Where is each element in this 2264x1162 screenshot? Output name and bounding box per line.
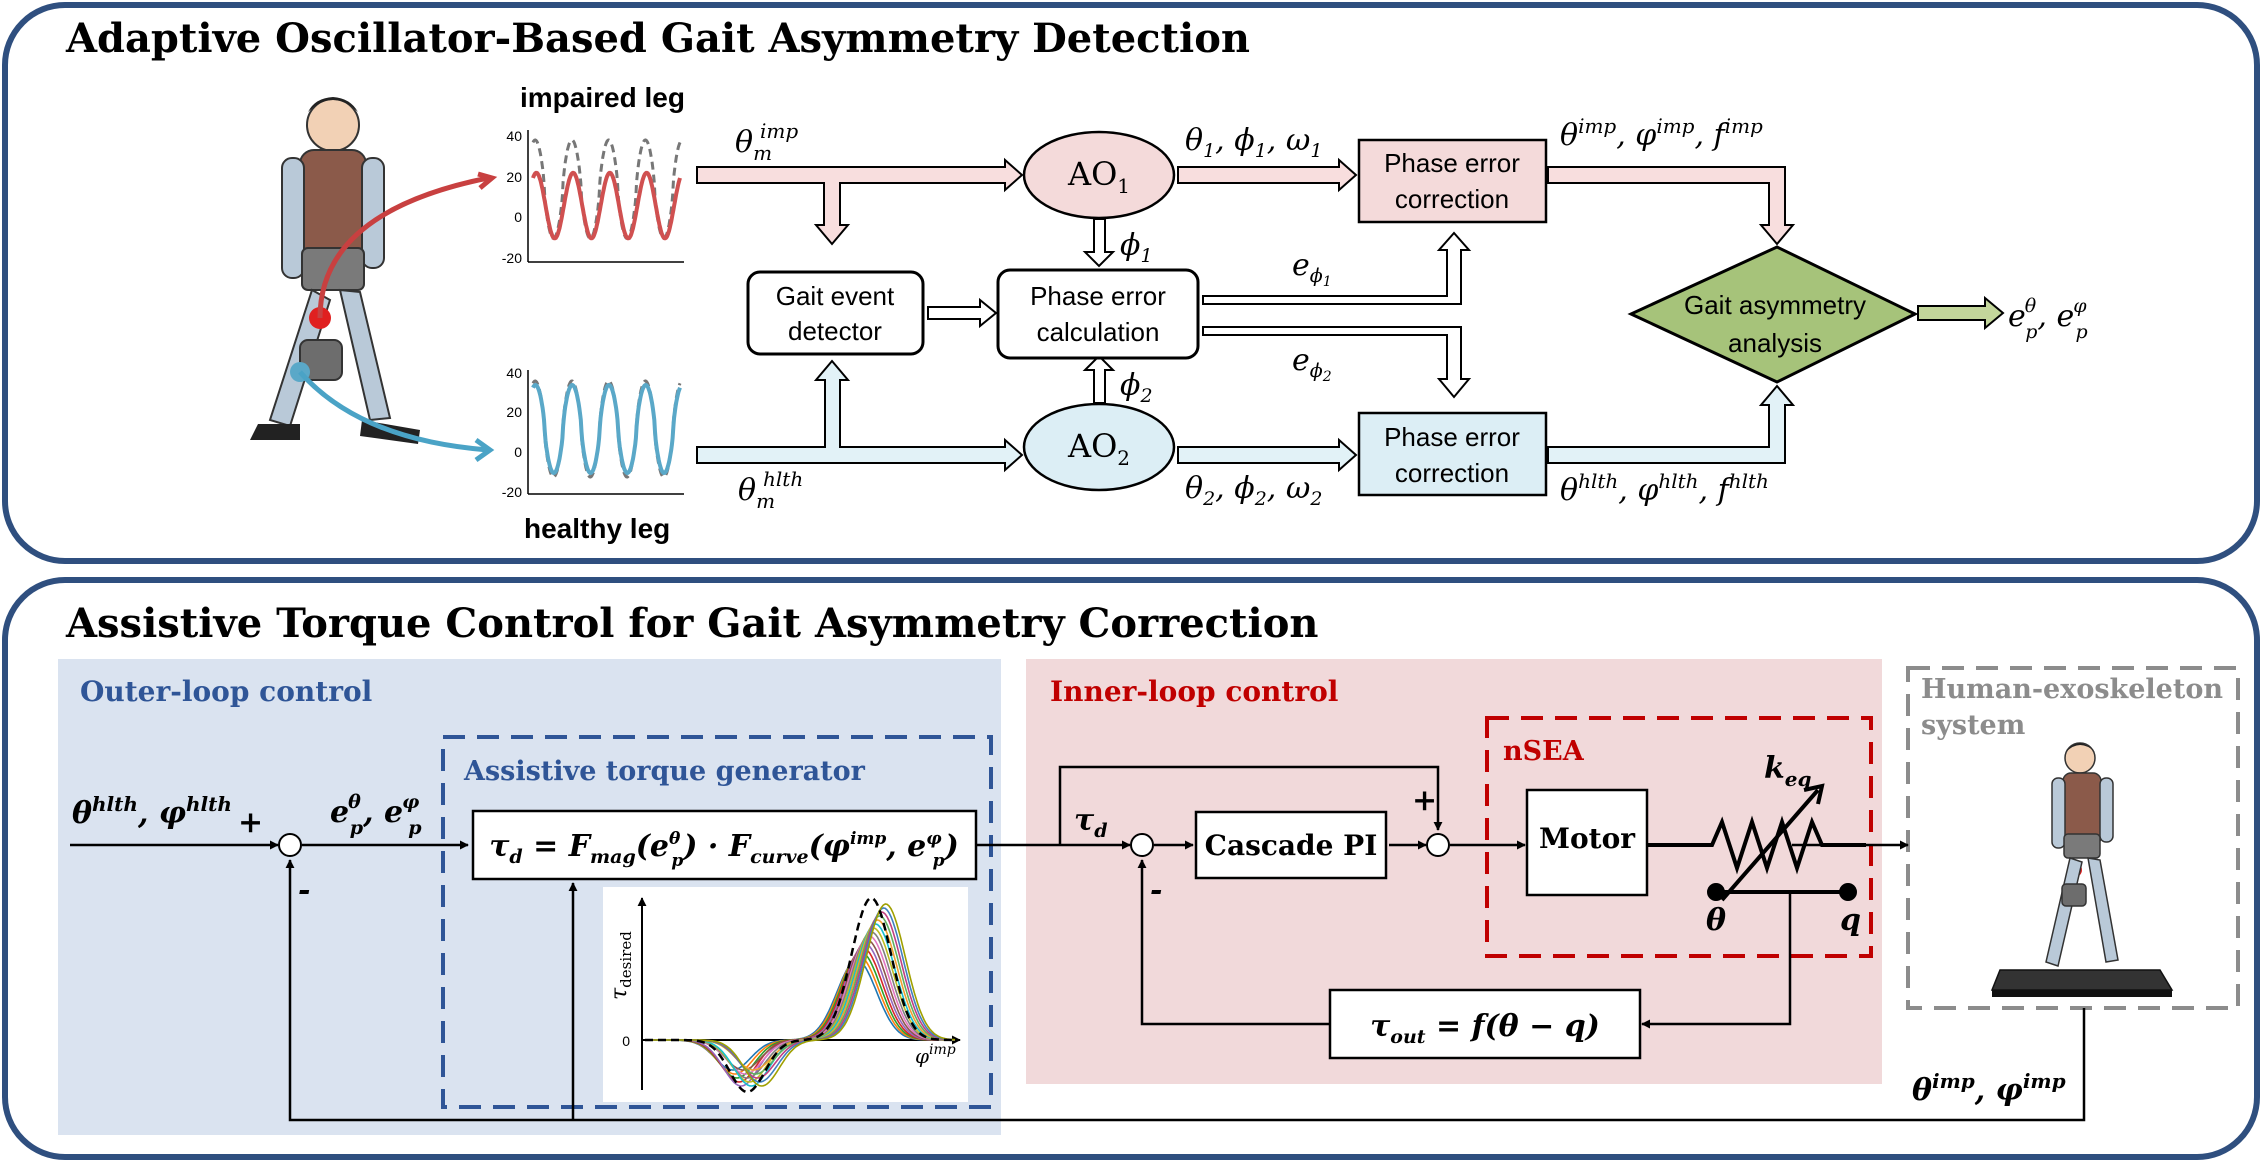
ao1-oscillator [1022,130,1176,220]
outer-loop-label: Outer-loop control [80,675,372,708]
asym-line1: Gait asymmetry [1684,290,1866,320]
outer-sum-junction [278,833,302,857]
gait-asymmetry-analysis-block [1627,245,1919,384]
phase-error-calc-line1: Phase error [1030,281,1166,311]
hlth-tick-40: 40 [506,365,522,381]
torque-plot-zero: 0 [622,1033,630,1049]
feedback-label: θimp, φimp [1912,1069,2066,1108]
healthy-leg-plot: 40 20 0 -20 [502,365,684,500]
q-node-label: q [1840,903,1861,938]
input-theta-hlth-label: θmhlth [738,467,803,513]
outer-plus-sign: + [238,805,263,840]
hlth-tick-minus20: -20 [502,484,522,500]
gait-event-detector-block [746,270,925,356]
torque-curve [645,903,956,1087]
inner-minus-sign: - [1150,873,1162,908]
variable-spring [1647,783,1866,902]
spring-torque-block [1328,988,1642,1060]
nsea-label: nSEA [1503,736,1585,767]
phase-corr-top-line1: Phase error [1384,148,1520,178]
signal-lines [70,765,2086,1122]
feedforward-sum-junction [1426,833,1450,857]
imp-tick-0: 0 [514,209,522,225]
feedforward-plus-sign: + [1412,783,1437,818]
top-panel: Adaptive Oscillator-Based Gait Asymmetry… [2,2,2260,564]
assistive-torque-generator-label: Assistive torque generator [463,756,866,787]
human-exoskeleton-region [1906,666,2240,1010]
hlth-tick-0: 0 [514,444,522,460]
phase-error-calculation-block [996,268,1200,360]
healthy-leg-label: healthy leg [524,513,670,544]
treadmill-walker-illustration [1990,742,2174,997]
phase-corr-bottom-line1: Phase error [1384,422,1520,452]
motor-label: Motor [1539,822,1636,855]
healthy-measured-curve [531,382,682,476]
impaired-leg-label: impaired leg [520,82,685,113]
outer-minus-sign: - [298,873,310,908]
asym-line2: analysis [1728,328,1822,358]
cascade-pi-block [1194,810,1388,880]
motor-block [1525,788,1649,897]
cascade-pi-label: Cascade PI [1205,829,1378,862]
impaired-leg-plot: 40 20 0 -20 [502,128,684,266]
imp-tick-40: 40 [506,128,522,144]
imp-tick-minus20: -20 [502,250,522,266]
assistive-torque-generator-region [441,735,993,1109]
gait-event-detector-line1: Gait event [776,281,895,311]
asymmetry-output-arrow [1917,295,2005,331]
human-exo-line2: system [1921,710,2025,741]
phi1-label: ϕ1 [1120,228,1153,267]
phase-corr-top-line2: correction [1395,184,1509,214]
desired-torque-plot: 0 τdesired φimp [603,887,968,1102]
phase-error-calc-line2: calculation [1037,317,1160,347]
impaired-leg-pointer [317,175,489,319]
hlth-tick-20: 20 [506,404,522,420]
phase-corr-bottom-line2: correction [1395,458,1509,488]
impaired-signal-arrows [696,157,1796,268]
impaired-measured-curve [531,170,682,241]
nsea-region [1485,716,1873,958]
ao2-oscillator [1022,402,1176,492]
bottom-panel: Assistive Torque Control for Gait Asymme… [2,577,2260,1160]
theta-node-label: θ [1706,903,1726,938]
bottom-panel-title: Assistive Torque Control for Gait Asymme… [65,600,1318,647]
torque-equation-block [471,809,978,881]
torque-curve-envelope [645,896,955,1094]
phase-error-correction-impaired [1357,138,1548,224]
healthy-signal-arrows [696,354,1796,473]
torque-plot-background [603,887,968,1102]
inner-loop-label: Inner-loop control [1050,675,1338,708]
top-panel-title: Adaptive Oscillator-Based Gait Asymmetry… [65,15,1250,62]
phase-error-correction-healthy [1357,411,1548,497]
healthy-leg-pointer [298,370,489,453]
torque-curve-family [645,903,956,1087]
human-exo-line1: Human-exoskeleton [1921,674,2223,705]
inner-sum-junction [1130,833,1154,857]
imp-tick-20: 20 [506,169,522,185]
gait-event-detector-line2: detector [788,316,882,346]
white-signal-arrows [927,231,1472,399]
